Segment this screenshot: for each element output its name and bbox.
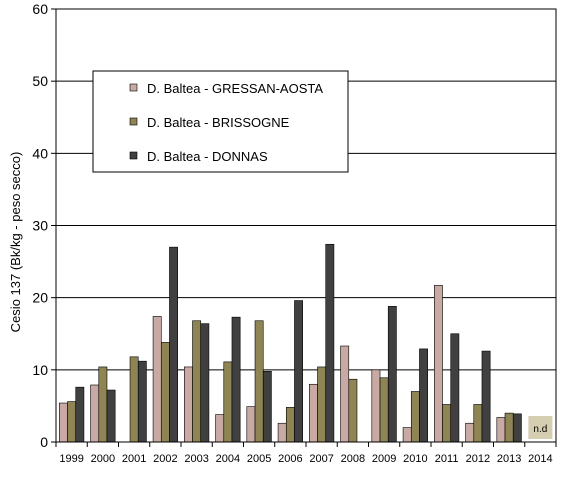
legend-label-1: D. Baltea - GRESSAN-AOSTA	[147, 81, 323, 96]
bar-2007-s3	[325, 243, 335, 443]
y-tick-label-40: 40	[32, 145, 48, 161]
x-tick-label-2014: 2014	[528, 453, 552, 465]
bar-2012-s1	[465, 422, 475, 443]
y-tick-label-30: 30	[32, 218, 48, 234]
bar-2006-s3	[294, 300, 303, 443]
x-tick-label-2009: 2009	[372, 453, 396, 465]
x-tick-label-2003: 2003	[184, 453, 208, 465]
bar-2009-s1	[371, 369, 381, 443]
bar-2004-s1	[215, 414, 225, 443]
bar-2007-s2	[317, 366, 327, 443]
bar-2006-s1	[277, 422, 287, 443]
bar-2013-s1	[496, 417, 506, 443]
x-tick-label-2005: 2005	[247, 453, 271, 465]
bar-1999-s3	[75, 386, 85, 443]
legend-swatch-3	[129, 151, 138, 160]
axes	[51, 8, 557, 447]
bar-2004-s2	[223, 361, 233, 443]
bar-2004-s3	[231, 316, 241, 443]
bar-2001-s2	[129, 356, 139, 443]
x-tick-label-2002: 2002	[153, 453, 177, 465]
bar-2011-s3	[450, 333, 460, 443]
y-tick-label-20: 20	[32, 290, 48, 306]
bar-2002-s1	[152, 316, 162, 443]
x-tick-label-2001: 2001	[122, 453, 146, 465]
legend-label-3: D. Baltea - DONNAS	[147, 149, 268, 164]
bar-2008-s1	[340, 345, 350, 443]
bar-2002-s3	[169, 246, 178, 443]
x-tick-label-2013: 2013	[497, 453, 521, 465]
bar-2010-s3	[419, 348, 428, 443]
bar-2009-s3	[387, 306, 397, 443]
x-tick-label-2012: 2012	[466, 453, 490, 465]
x-tick-label-1999: 1999	[59, 453, 83, 465]
bar-2003-s3	[200, 323, 210, 443]
x-tick-label-2006: 2006	[278, 453, 302, 465]
bars	[59, 243, 522, 443]
bar-2000-s3	[106, 389, 116, 443]
x-tick-label-2004: 2004	[216, 453, 240, 465]
bar-2012-s3	[481, 350, 491, 443]
bar-1999-s1	[59, 402, 68, 443]
bar-2012-s2	[473, 404, 483, 443]
bar-1999-s2	[67, 401, 77, 443]
y-tick-label-10: 10	[32, 362, 48, 378]
legend-label-2: D. Baltea - BRISSOGNE	[147, 115, 290, 130]
x-tick-label-2010: 2010	[403, 453, 427, 465]
bar-2000-s1	[90, 384, 100, 443]
bar-2003-s2	[192, 320, 202, 443]
bar-2002-s2	[160, 342, 170, 443]
bar-2007-s1	[309, 383, 318, 443]
bar-2001-s3	[137, 360, 147, 443]
legend-swatch-2	[129, 117, 138, 126]
x-tick-label-2011: 2011	[435, 453, 459, 465]
legend: D. Baltea - GRESSAN-AOSTA D. Baltea - BRI…	[92, 70, 349, 173]
bar-2010-s1	[402, 427, 412, 443]
bar-2005-s3	[262, 370, 272, 443]
bar-2010-s2	[410, 391, 420, 443]
bar-2011-s1	[434, 285, 443, 443]
x-tick-label-2000: 2000	[91, 453, 115, 465]
y-tick-label-50: 50	[32, 73, 48, 89]
tick-labels: 0 10 20 30 40 50 60 1999 2000 2001 2002 2003 2004 200…	[32, 1, 552, 465]
bar-2005-s1	[246, 406, 256, 443]
bar-2013-s3	[512, 413, 522, 443]
x-tick-label-2007: 2007	[309, 453, 333, 465]
bar-2009-s2	[379, 377, 389, 443]
annotation-text-2014: n.d	[533, 424, 547, 435]
legend-swatch-1	[129, 83, 138, 92]
y-axis-title: Cesio 137 (Bk/kg - peso secco)	[8, 152, 23, 333]
bar-2008-s2	[348, 378, 358, 443]
y-tick-label-0: 0	[40, 434, 48, 450]
y-tick-label-60: 60	[32, 1, 48, 17]
annotation-box-2014	[528, 416, 553, 439]
bar-2003-s1	[184, 366, 193, 443]
bar-2006-s2	[285, 407, 295, 443]
bar-2005-s2	[254, 320, 264, 443]
x-tick-label-2008: 2008	[341, 453, 365, 465]
bar-2000-s2	[98, 366, 108, 443]
bar-2011-s2	[442, 404, 452, 443]
annotations: n.d	[528, 416, 553, 439]
bar-2013-s2	[504, 412, 514, 443]
